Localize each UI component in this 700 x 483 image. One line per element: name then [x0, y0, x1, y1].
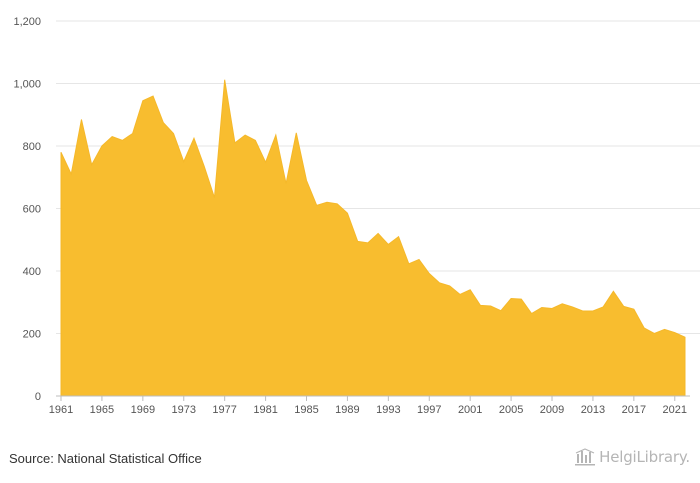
- y-axis: 0 200 400 600 800 1,000 1,200: [13, 16, 41, 403]
- x-tick-label: 1961: [49, 404, 73, 416]
- y-tick-label: 1,000: [13, 79, 41, 91]
- x-axis: 1961 1965 1969 1973 1977 1981 1985 1989 1993 1997…: [49, 395, 690, 416]
- x-tick-label: 1981: [253, 404, 277, 416]
- chart-footer: Source: National Statistical Office Helg…: [0, 440, 700, 480]
- y-tick-label: 600: [23, 204, 41, 216]
- x-tick-label: 2001: [458, 404, 482, 416]
- y-tick-label: 0: [35, 391, 41, 403]
- y-tick-label: 1,200: [13, 16, 41, 28]
- y-tick-label: 400: [23, 266, 41, 278]
- brand-logo[interactable]: HelgiLibrary.: [574, 448, 690, 466]
- x-tick-label: 1989: [335, 404, 359, 416]
- x-tick-label: 2021: [663, 404, 687, 416]
- area-chart: 0 200 400 600 800 1,000 1,200 1961 1965 1969 1973…: [13, 16, 700, 416]
- x-tick-label: 1993: [376, 404, 400, 416]
- x-tick-label: 2017: [622, 404, 646, 416]
- x-tick-label: 1997: [417, 404, 441, 416]
- source-note: Source: National Statistical Office: [9, 451, 202, 466]
- library-icon: [575, 448, 596, 466]
- x-tick-label: 2009: [540, 404, 564, 416]
- x-tick-label: 1969: [131, 404, 155, 416]
- x-tick-label: 1973: [172, 404, 196, 416]
- x-tick-label: 1965: [90, 404, 114, 416]
- x-tick-label: 2013: [581, 404, 605, 416]
- series-area: [60, 79, 686, 397]
- x-tick-label: 1985: [294, 404, 318, 416]
- y-tick-label: 200: [23, 329, 41, 341]
- plot-area: [60, 79, 686, 397]
- x-tick-label: 1977: [212, 404, 236, 416]
- y-tick-label: 800: [23, 141, 41, 153]
- brand-name: HelgiLibrary.: [599, 448, 690, 466]
- x-tick-label: 2005: [499, 404, 523, 416]
